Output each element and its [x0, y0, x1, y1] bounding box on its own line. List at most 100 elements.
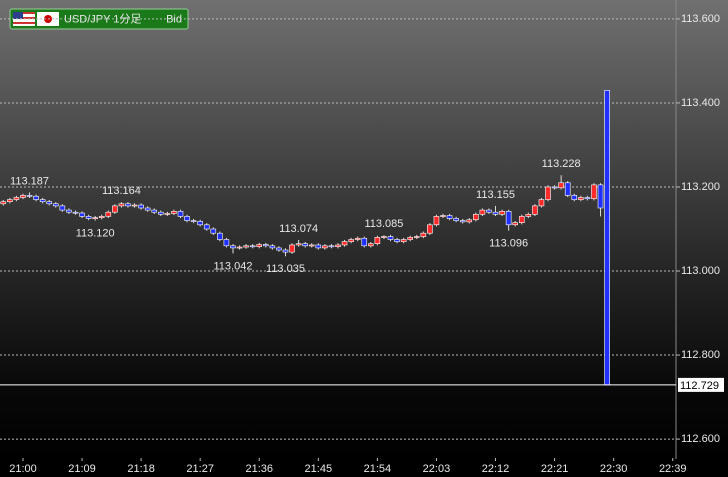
candle-body	[33, 195, 39, 200]
x-tick-label: 22:12	[482, 463, 510, 475]
candle-body	[157, 211, 164, 215]
high-label: 113.187	[10, 175, 49, 187]
candle-body	[13, 197, 20, 200]
x-tick-label: 21:27	[186, 463, 214, 475]
candle-body	[420, 232, 427, 237]
candle-body	[7, 199, 13, 202]
candle-body	[505, 211, 512, 226]
candle-body	[315, 244, 322, 249]
low-label: 113.035	[266, 263, 305, 275]
candle-body	[203, 224, 210, 230]
candle-body	[328, 245, 335, 248]
candle-body	[584, 197, 591, 200]
high-label: 113.085	[364, 218, 403, 230]
candle-body	[368, 243, 374, 247]
candle-body	[427, 224, 433, 234]
candle-body	[597, 184, 604, 209]
candle-body	[558, 182, 564, 189]
x-tick-label: 21:18	[127, 463, 155, 475]
candle-body	[518, 216, 525, 223]
y-tick-label: 112.800	[681, 349, 720, 361]
candle-body	[348, 239, 354, 242]
candle-body	[295, 243, 302, 246]
price-type: Bid	[166, 13, 182, 25]
candle-body	[20, 195, 26, 198]
candle-body	[538, 199, 545, 207]
candle-body	[197, 221, 203, 226]
x-tick-label: 22:21	[541, 463, 569, 475]
candle-body	[79, 212, 85, 217]
candle-body	[144, 207, 151, 211]
us-flag-stripe	[13, 17, 35, 19]
candle-body	[578, 197, 584, 200]
candle-body	[66, 209, 72, 213]
candle-body	[479, 209, 486, 215]
candle-body	[473, 213, 479, 221]
x-tick-label: 21:09	[68, 463, 96, 475]
candle-body	[92, 217, 98, 219]
candle-body	[302, 243, 308, 247]
candle-body	[492, 211, 499, 215]
candle-body	[394, 239, 400, 242]
last-price-label: 112.729	[680, 380, 719, 392]
candle-body	[210, 228, 217, 234]
candle-body	[243, 245, 249, 248]
candle-body	[564, 182, 571, 196]
candle-body	[551, 186, 558, 189]
y-tick-label: 113.400	[681, 97, 720, 109]
candle-body	[512, 222, 519, 226]
candle-body	[407, 237, 413, 240]
y-tick-label: 112.600	[681, 433, 720, 445]
candle-body	[72, 211, 79, 214]
candle-body	[26, 195, 33, 197]
candle-body	[184, 216, 190, 221]
candle-body	[190, 220, 197, 222]
candle-body	[263, 244, 269, 247]
candle-body	[335, 244, 341, 247]
us-flag-stripe	[13, 12, 35, 14]
candle-body	[138, 204, 144, 209]
x-tick-label: 22:30	[600, 463, 628, 475]
candle-body	[52, 203, 59, 207]
candle-body	[131, 204, 138, 207]
candle-body	[125, 203, 131, 207]
candle-body	[525, 213, 532, 217]
candle-body	[453, 218, 459, 221]
candle-body	[413, 236, 420, 238]
low-label: 113.120	[76, 228, 115, 240]
candle-body	[400, 239, 407, 242]
candle-body	[236, 246, 243, 249]
candle-body	[269, 245, 276, 249]
candle-body	[571, 195, 578, 200]
candle-body	[59, 205, 66, 211]
x-tick-label: 22:39	[659, 463, 687, 475]
y-tick-label: 113.600	[681, 13, 720, 25]
candle-body	[276, 247, 282, 251]
candle-body	[223, 239, 230, 247]
high-label: 113.074	[279, 223, 318, 235]
candle-body	[39, 199, 46, 202]
candle-body	[387, 236, 394, 240]
candle-body	[440, 215, 446, 217]
candle-body	[112, 205, 118, 213]
y-tick-label: 113.000	[681, 265, 720, 277]
candle-body	[466, 219, 473, 223]
candle-body	[249, 245, 256, 248]
high-label: 113.164	[102, 185, 141, 197]
high-label: 113.228	[542, 158, 581, 170]
symbol-badge[interactable]: USD/JPY 1分足 Bid	[9, 8, 189, 30]
x-tick-label: 21:36	[245, 463, 273, 475]
candle-body	[591, 184, 597, 200]
last-price-box	[678, 377, 724, 392]
candle-body	[118, 203, 125, 207]
candle-body	[230, 245, 236, 249]
x-tick-label: 21:54	[364, 463, 392, 475]
candle-body	[98, 216, 105, 218]
candle-body	[486, 209, 492, 213]
candle-body	[354, 237, 361, 240]
candle-body	[604, 90, 610, 386]
us-flag-canton	[13, 12, 23, 19]
candle-body	[151, 209, 158, 213]
low-label: 113.096	[489, 238, 528, 250]
